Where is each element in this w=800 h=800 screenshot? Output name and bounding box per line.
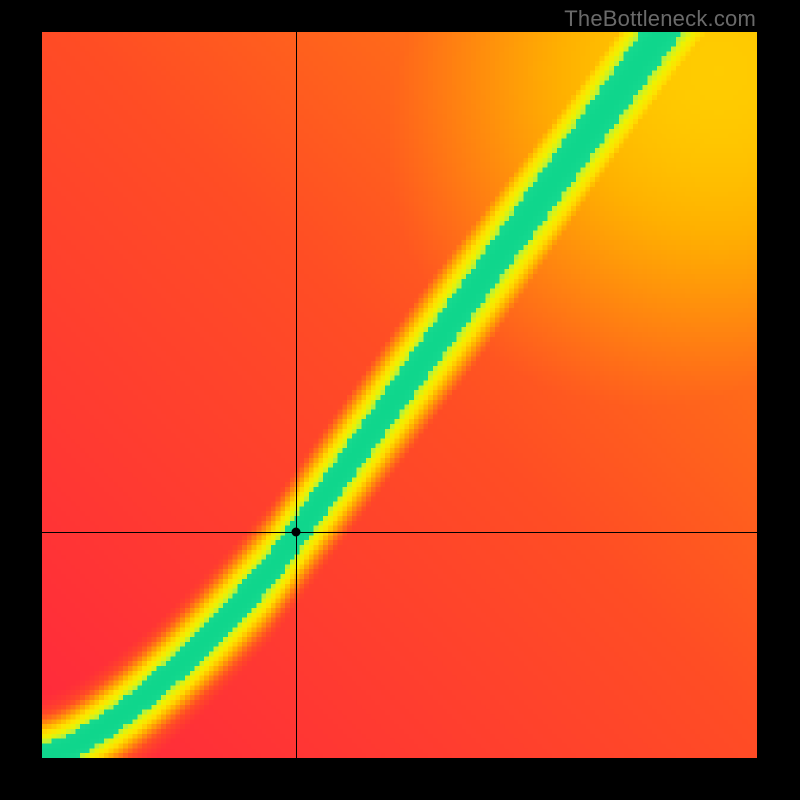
- bottleneck-heatmap-plot: [42, 32, 757, 758]
- crosshair-vertical: [296, 32, 297, 758]
- heatmap-canvas: [42, 32, 757, 758]
- crosshair-horizontal: [42, 532, 757, 533]
- crosshair-marker-dot: [291, 528, 300, 537]
- watermark-text: TheBottleneck.com: [564, 6, 756, 32]
